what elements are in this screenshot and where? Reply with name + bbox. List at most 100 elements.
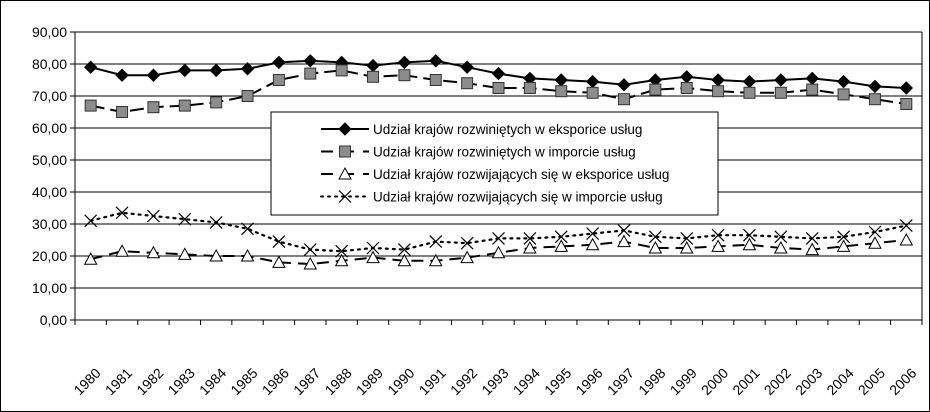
data-point-triangle bbox=[617, 234, 631, 248]
data-point-triangle bbox=[338, 166, 352, 180]
series-4 bbox=[84, 206, 913, 258]
legend-label: Udział krajów rozwiniętych w eksporice u… bbox=[373, 122, 642, 137]
data-point-square bbox=[147, 101, 160, 114]
data-point-x bbox=[711, 228, 725, 242]
y-tick-label: 40,00 bbox=[32, 184, 67, 200]
data-point-triangle bbox=[303, 256, 318, 270]
data-point-diamond bbox=[899, 81, 914, 95]
data-point-square bbox=[339, 145, 351, 158]
data-point-square bbox=[335, 64, 348, 77]
data-point-triangle bbox=[836, 239, 851, 252]
data-point-square bbox=[743, 86, 756, 99]
data-point-diamond bbox=[338, 122, 352, 136]
data-point-square bbox=[555, 85, 568, 98]
data-point-square bbox=[304, 67, 317, 80]
y-tick-label: 10,00 bbox=[32, 280, 67, 296]
data-point-triangle bbox=[177, 247, 192, 260]
data-point-x bbox=[397, 243, 411, 257]
data-point-x bbox=[774, 230, 788, 244]
data-point-x bbox=[272, 235, 286, 249]
series-line bbox=[90, 69, 907, 114]
data-point-x bbox=[460, 236, 474, 250]
data-point-square bbox=[712, 85, 725, 98]
data-point-x bbox=[868, 225, 882, 239]
data-point-diamond bbox=[460, 60, 474, 74]
data-point-triangle bbox=[679, 240, 694, 254]
y-tick-label: 0,00 bbox=[40, 312, 67, 328]
data-point-diamond bbox=[491, 66, 506, 81]
data-point-triangle bbox=[83, 252, 98, 265]
data-point-x bbox=[899, 219, 913, 233]
data-point-diamond bbox=[115, 68, 129, 82]
data-point-diamond bbox=[240, 62, 255, 76]
legend-label: Udział krajów rozwiniętych w imporcie us… bbox=[373, 145, 636, 160]
y-tick-label: 60,00 bbox=[32, 120, 67, 136]
data-point-square bbox=[806, 83, 819, 96]
data-point-diamond bbox=[774, 73, 788, 87]
data-point-triangle bbox=[428, 253, 443, 267]
data-point-diamond bbox=[83, 60, 98, 74]
data-point-diamond bbox=[397, 55, 412, 70]
legend-item: Udział krajów rozwiniętych w eksporice u… bbox=[321, 122, 642, 137]
data-point-x bbox=[805, 231, 819, 245]
data-point-square bbox=[774, 86, 787, 99]
data-point-triangle bbox=[523, 240, 537, 254]
legend-label: Udział krajów rozwijających się w ekspor… bbox=[373, 167, 669, 182]
series-3 bbox=[83, 232, 914, 270]
data-point-square bbox=[680, 82, 693, 94]
series-1 bbox=[83, 54, 914, 95]
data-point-square bbox=[586, 86, 599, 99]
data-point-diamond bbox=[272, 55, 286, 70]
data-point-x bbox=[366, 241, 380, 255]
data-point-triangle bbox=[805, 242, 820, 256]
data-point-x bbox=[335, 244, 349, 258]
data-point-square bbox=[523, 82, 536, 94]
y-tick-labels: 0,00 10,00 20,00 30,00 40,00 50,00 60,00 70,00 8… bbox=[32, 24, 67, 328]
data-point-x bbox=[241, 222, 254, 236]
data-point-diamond bbox=[178, 63, 192, 78]
data-point-x bbox=[209, 215, 223, 229]
data-point-square bbox=[617, 93, 630, 106]
data-point-triangle bbox=[397, 253, 412, 267]
data-point-triangle bbox=[742, 237, 757, 251]
data-point-square bbox=[461, 77, 474, 90]
data-point-square bbox=[178, 99, 191, 112]
series-2 bbox=[84, 64, 913, 118]
data-point-x bbox=[147, 209, 160, 223]
data-point-triangle bbox=[334, 253, 349, 267]
data-point-triangle bbox=[240, 248, 255, 262]
data-point-square bbox=[116, 106, 129, 118]
data-point-triangle bbox=[648, 240, 663, 254]
data-point-triangle bbox=[585, 237, 600, 251]
data-point-triangle bbox=[366, 250, 380, 264]
data-point-triangle bbox=[773, 240, 788, 254]
data-point-triangle bbox=[868, 236, 882, 249]
data-point-square bbox=[241, 90, 254, 102]
legend-label: Udział krajów rozwijających się w imporc… bbox=[373, 190, 663, 205]
y-tick-label: 70,00 bbox=[32, 88, 67, 104]
data-point-diamond bbox=[868, 79, 882, 94]
data-point-square bbox=[398, 69, 411, 82]
data-point-triangle bbox=[491, 245, 506, 259]
data-point-x bbox=[523, 231, 537, 245]
data-point-x bbox=[492, 231, 505, 245]
data-point-triangle bbox=[899, 232, 914, 246]
data-point-x bbox=[648, 230, 662, 244]
data-point-triangle bbox=[209, 248, 224, 262]
data-point-square bbox=[837, 88, 850, 101]
data-point-triangle bbox=[146, 245, 161, 259]
data-point-x bbox=[84, 214, 98, 228]
data-point-square bbox=[84, 99, 97, 112]
data-point-diamond bbox=[836, 74, 851, 89]
data-point-square bbox=[649, 83, 662, 96]
data-point-diamond bbox=[617, 78, 631, 92]
data-point-x bbox=[178, 212, 192, 226]
y-tick-label: 50,00 bbox=[32, 152, 67, 168]
data-point-triangle bbox=[115, 244, 129, 257]
data-point-triangle bbox=[272, 255, 286, 268]
data-point-triangle bbox=[460, 250, 474, 264]
data-point-square bbox=[492, 82, 505, 94]
data-point-triangle bbox=[711, 239, 725, 252]
data-point-square bbox=[210, 96, 223, 109]
